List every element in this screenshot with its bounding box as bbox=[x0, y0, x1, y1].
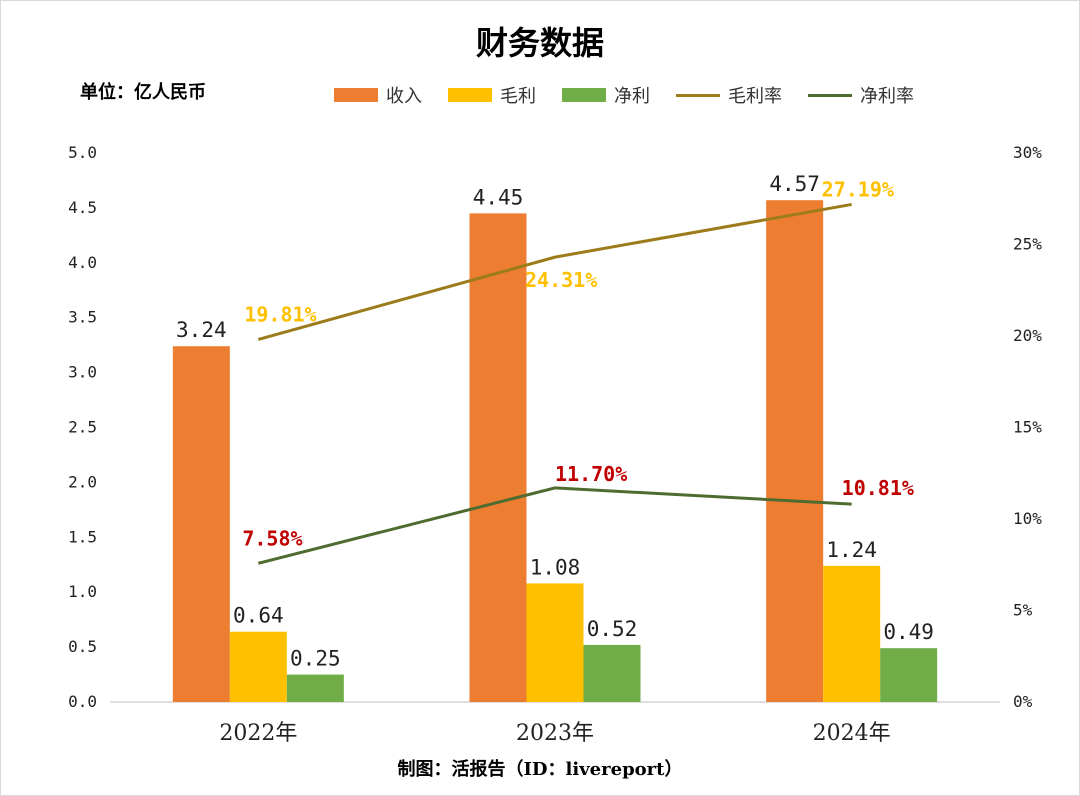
y-left-tick: 1.5 bbox=[68, 527, 97, 546]
x-tick-label: 2024年 bbox=[813, 721, 891, 746]
unit-label: 单位：亿人民币 bbox=[80, 82, 206, 103]
legend-label: 毛利 bbox=[500, 86, 536, 107]
legend-item-0: 收入 bbox=[334, 82, 422, 108]
line-gross-margin bbox=[257, 202, 852, 341]
y-right-tick: 15% bbox=[1013, 418, 1042, 437]
chart-legend: 收入 毛利 净利 毛利率 净利率 bbox=[334, 82, 940, 108]
legend-item-1: 毛利 bbox=[448, 82, 536, 108]
bar-value-label: 0.52 bbox=[587, 617, 638, 641]
legend-swatch bbox=[808, 93, 852, 97]
chart-footer: 制图：活报告（ID：livereport） bbox=[397, 759, 683, 780]
y-left-tick: 4.0 bbox=[68, 253, 97, 272]
bar-value-label: 1.24 bbox=[826, 538, 877, 562]
y-left-tick: 3.5 bbox=[68, 308, 97, 327]
legend-swatch bbox=[676, 93, 720, 97]
bar-value-label: 0.64 bbox=[233, 604, 284, 628]
legend-item-3: 毛利率 bbox=[676, 82, 782, 108]
y-left-tick: 5.0 bbox=[68, 143, 97, 162]
legend-item-2: 净利 bbox=[562, 82, 650, 108]
bar-value-label: 0.25 bbox=[290, 647, 341, 671]
legend-label: 净利 bbox=[614, 86, 650, 107]
bar-revenue bbox=[766, 200, 824, 703]
x-tick-label: 2023年 bbox=[516, 721, 594, 746]
y-right-tick: 10% bbox=[1013, 509, 1042, 528]
chart-title: 财务数据 bbox=[475, 24, 604, 62]
legend-label: 净利率 bbox=[860, 86, 914, 107]
line-value-label: 27.19% bbox=[822, 177, 894, 201]
line-value-label: 10.81% bbox=[842, 476, 914, 500]
y-left-tick: 0.5 bbox=[68, 637, 97, 656]
line-value-label: 19.81% bbox=[244, 302, 316, 326]
bar-net-profit bbox=[583, 644, 641, 702]
legend-swatch bbox=[562, 88, 606, 102]
y-left-tick: 2.5 bbox=[68, 418, 97, 437]
y-left-tick: 4.5 bbox=[68, 198, 97, 217]
y-right-tick: 25% bbox=[1013, 235, 1042, 254]
y-left-tick: 3.0 bbox=[68, 363, 97, 382]
y-right-tick: 0% bbox=[1013, 692, 1033, 711]
bar-revenue bbox=[172, 346, 230, 702]
y-right-tick: 20% bbox=[1013, 326, 1042, 345]
line-value-label: 7.58% bbox=[242, 526, 302, 550]
bar-value-label: 3.24 bbox=[176, 318, 227, 342]
legend-swatch bbox=[334, 88, 378, 102]
y-right-tick: 30% bbox=[1013, 143, 1042, 162]
y-left-tick: 0.0 bbox=[68, 692, 97, 711]
bar-value-label: 0.49 bbox=[883, 620, 934, 644]
line-net-margin bbox=[257, 486, 852, 565]
legend-item-4: 净利率 bbox=[808, 82, 914, 108]
bar-value-label: 4.57 bbox=[769, 172, 820, 196]
line-value-label: 11.70% bbox=[555, 462, 627, 486]
bar-net-profit bbox=[880, 648, 938, 702]
bar-net-profit bbox=[286, 674, 344, 702]
bar-value-label: 4.45 bbox=[473, 185, 524, 209]
bar-gross-profit bbox=[823, 565, 881, 702]
y-left-tick: 2.0 bbox=[68, 472, 97, 491]
y-right-tick: 5% bbox=[1013, 601, 1033, 620]
bar-gross-profit bbox=[229, 631, 287, 702]
y-left-tick: 1.0 bbox=[68, 582, 97, 601]
x-tick-label: 2022年 bbox=[219, 721, 297, 746]
line-value-label: 24.31% bbox=[525, 268, 597, 292]
bar-value-label: 1.08 bbox=[530, 555, 581, 579]
legend-label: 毛利率 bbox=[728, 86, 782, 107]
bar-revenue bbox=[469, 213, 527, 702]
bar-gross-profit bbox=[526, 583, 584, 702]
legend-swatch bbox=[448, 88, 492, 102]
legend-label: 收入 bbox=[386, 86, 422, 107]
